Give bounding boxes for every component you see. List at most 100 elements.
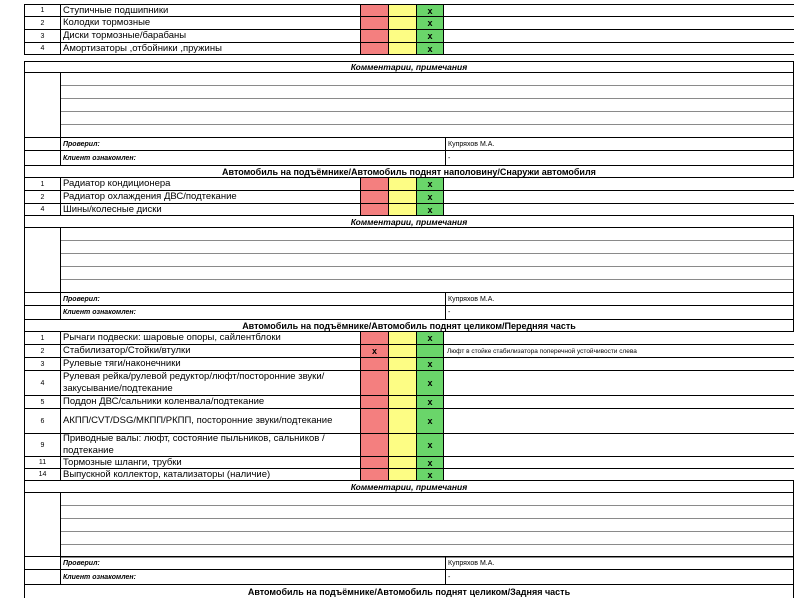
status-yellow-cell[interactable] (388, 434, 416, 456)
client-ack-value[interactable]: - (446, 306, 794, 319)
status-green-cell[interactable]: x (416, 371, 444, 395)
checked-by-label: Проверил: (60, 293, 446, 305)
status-yellow-cell[interactable] (388, 178, 416, 190)
check-mark: x (427, 192, 433, 202)
status-red-cell[interactable] (360, 332, 388, 344)
status-yellow-cell[interactable] (388, 358, 416, 370)
status-green-cell[interactable]: x (416, 332, 444, 344)
status-red-cell[interactable] (360, 434, 388, 456)
status-green-cell[interactable]: x (416, 178, 444, 190)
status-yellow-cell[interactable] (388, 17, 416, 29)
item-name: Рулевые тяги/наконечники (60, 358, 360, 370)
status-red-cell[interactable] (360, 43, 388, 54)
client-ack-value[interactable]: - (446, 151, 794, 165)
status-green-cell[interactable] (416, 345, 444, 357)
item-number: 5 (24, 396, 60, 408)
status-yellow-cell[interactable] (388, 345, 416, 357)
item-name: Колодки тормозные (60, 17, 360, 29)
status-red-cell[interactable] (360, 178, 388, 190)
status-green-cell[interactable]: x (416, 43, 444, 54)
checklist-row: 1 Рычаги подвески: шаровые опоры, сайлен… (24, 331, 794, 344)
checklist-row: 3 Рулевые тяги/наконечники x (24, 357, 794, 370)
checked-by-label: Проверил: (60, 557, 446, 569)
check-mark: x (427, 333, 433, 343)
status-green-cell[interactable]: x (416, 396, 444, 408)
status-red-cell[interactable] (360, 358, 388, 370)
checklist-row: 6 АКПП/CVT/DSG/МКПП/РКПП, посторонние зв… (24, 408, 794, 433)
checklist-row: 4 Амортизаторы ,отбойники ,пружины x (24, 42, 794, 55)
status-yellow-cell[interactable] (388, 30, 416, 42)
status-yellow-cell[interactable] (388, 409, 416, 433)
status-green-cell[interactable]: x (416, 204, 444, 215)
item-name: Выпускной коллектор, катализаторы (налич… (60, 469, 360, 480)
check-mark: x (427, 440, 433, 450)
status-yellow-cell[interactable] (388, 457, 416, 468)
checked-by-value[interactable]: Купряхов М.А. (446, 557, 794, 569)
status-green-cell[interactable]: x (416, 191, 444, 203)
status-red-cell[interactable] (360, 371, 388, 395)
checked-by-value[interactable]: Купряхов М.А. (446, 138, 794, 150)
item-name: Поддон ДВС/сальники коленвала/подтекание (60, 396, 360, 408)
status-red-cell[interactable] (360, 396, 388, 408)
status-green-cell[interactable]: x (416, 358, 444, 370)
client-ack-row: Клиент ознакомлен: - (24, 305, 794, 319)
item-number: 14 (24, 469, 60, 480)
checked-by-row: Проверил: Купряхов М.А. (24, 556, 794, 569)
check-mark: x (427, 397, 433, 407)
status-green-cell[interactable]: x (416, 409, 444, 433)
check-mark: x (427, 378, 433, 388)
status-green-cell[interactable]: x (416, 469, 444, 480)
checklist-row: 2 Радиатор охлаждения ДВС/подтекание x (24, 190, 794, 203)
status-green-cell[interactable]: x (416, 457, 444, 468)
checklist-row: 5 Поддон ДВС/сальники коленвала/подтекан… (24, 395, 794, 408)
client-ack-value[interactable]: - (446, 570, 794, 584)
comment-area[interactable] (60, 228, 794, 293)
item-name: Рычаги подвески: шаровые опоры, сайлентб… (60, 332, 360, 344)
status-red-cell[interactable] (360, 469, 388, 480)
item-number: 2 (24, 345, 60, 357)
comment-area[interactable] (60, 493, 794, 558)
item-name: Диски тормозные/барабаны (60, 30, 360, 42)
client-ack-label: Клиент ознакомлен: (60, 151, 446, 165)
status-green-cell[interactable]: x (416, 5, 444, 16)
status-green-cell[interactable]: x (416, 30, 444, 42)
section-title: Автомобиль на подъёмнике/Автомобиль подн… (24, 584, 794, 598)
item-name: Ступичные подшипники (60, 5, 360, 16)
status-yellow-cell[interactable] (388, 371, 416, 395)
status-red-cell[interactable] (360, 30, 388, 42)
status-yellow-cell[interactable] (388, 191, 416, 203)
status-yellow-cell[interactable] (388, 5, 416, 16)
status-red-cell[interactable] (360, 457, 388, 468)
status-yellow-cell[interactable] (388, 469, 416, 480)
checklist-row: 11 Тормозные шланги, трубки x (24, 456, 794, 468)
status-yellow-cell[interactable] (388, 396, 416, 408)
status-red-cell[interactable] (360, 191, 388, 203)
status-red-cell[interactable] (360, 17, 388, 29)
comments-header: Комментарии, примечания (24, 215, 794, 228)
status-green-cell[interactable]: x (416, 434, 444, 456)
item-number: 3 (24, 358, 60, 370)
status-yellow-cell[interactable] (388, 43, 416, 54)
check-mark: x (427, 5, 433, 16)
status-red-cell[interactable]: x (360, 345, 388, 357)
check-mark: x (371, 346, 377, 356)
client-ack-row: Клиент ознакомлен: - (24, 150, 794, 165)
status-green-cell[interactable]: x (416, 17, 444, 29)
comment-area[interactable] (60, 73, 794, 138)
check-mark: x (427, 359, 433, 369)
checked-by-value[interactable]: Купряхов М.А. (446, 293, 794, 305)
item-number: 1 (24, 5, 60, 16)
status-red-cell[interactable] (360, 204, 388, 215)
item-name: АКПП/CVT/DSG/МКПП/РКПП, посторонние звук… (60, 409, 360, 433)
status-yellow-cell[interactable] (388, 204, 416, 215)
section-title: Автомобиль на подъёмнике/Автомобиль подн… (24, 319, 794, 331)
item-name: Рулевая рейка/рулевой редуктор/люфт/пост… (60, 371, 360, 395)
comments-header: Комментарии, примечания (24, 61, 794, 73)
status-yellow-cell[interactable] (388, 332, 416, 344)
checklist-row: 1 Ступичные подшипники x (24, 4, 794, 16)
status-red-cell[interactable] (360, 5, 388, 16)
item-number: 6 (24, 409, 60, 433)
item-name: Шины/колесные диски (60, 204, 360, 215)
checklist-row: 2 Колодки тормозные x (24, 16, 794, 29)
status-red-cell[interactable] (360, 409, 388, 433)
